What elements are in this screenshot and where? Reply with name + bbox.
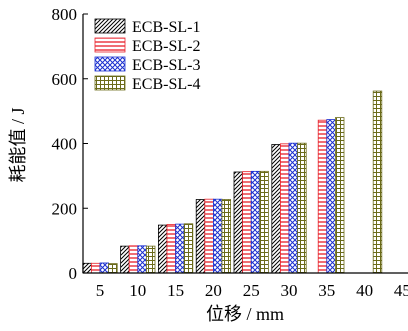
bar-ecb-sl-1-5 bbox=[82, 262, 92, 274]
bar-ecb-sl-4-5 bbox=[108, 263, 118, 274]
legend-swatch bbox=[94, 75, 126, 91]
y-tick-label: 400 bbox=[52, 135, 78, 154]
bar-ecb-sl-2-10 bbox=[128, 245, 139, 274]
bar-ecb-sl-4-20 bbox=[221, 199, 232, 274]
y-tick-label: 200 bbox=[52, 199, 78, 218]
legend-label: ECB-SL-2 bbox=[132, 38, 200, 55]
x-tick-label: 35 bbox=[318, 281, 335, 300]
bar-ecb-sl-3-30 bbox=[288, 142, 299, 274]
bar-ecb-sl-1-30 bbox=[271, 144, 281, 274]
bar-ecb-sl-1-10 bbox=[120, 245, 130, 274]
legend-label: ECB-SL-4 bbox=[132, 76, 200, 93]
x-tick-label: 40 bbox=[356, 281, 373, 300]
legend-swatch bbox=[94, 37, 126, 53]
bar-ecb-sl-1-20 bbox=[195, 199, 206, 274]
bar-ecb-sl-4-15 bbox=[183, 223, 194, 274]
bar-ecb-sl-4-25 bbox=[259, 170, 269, 274]
x-tick-label: 15 bbox=[167, 281, 184, 300]
bar-ecb-sl-4-35 bbox=[334, 117, 345, 274]
y-tick-label: 600 bbox=[52, 70, 78, 89]
legend: ECB-SL-1 ECB-SL-2 ECB-SL-3 ECB-SL-4 bbox=[94, 18, 200, 93]
y-axis-title: 耗能值 / J bbox=[8, 107, 28, 182]
bar-ecb-sl-3-20 bbox=[212, 198, 223, 274]
legend-label: ECB-SL-3 bbox=[132, 57, 200, 74]
bar-ecb-sl-4-40 bbox=[372, 90, 383, 274]
legend-swatch bbox=[94, 56, 126, 72]
x-tick-label: 5 bbox=[96, 281, 105, 300]
x-tick-label: 10 bbox=[129, 281, 146, 300]
legend-swatch bbox=[94, 18, 126, 34]
bar-ecb-sl-3-25 bbox=[250, 170, 261, 274]
bar-ecb-sl-3-15 bbox=[175, 223, 185, 274]
bar-ecb-sl-3-5 bbox=[99, 262, 110, 274]
x-tick-label: 30 bbox=[281, 281, 298, 300]
bar-ecb-sl-3-10 bbox=[137, 245, 147, 274]
bar-ecb-sl-2-15 bbox=[166, 224, 177, 274]
bar-ecb-sl-1-25 bbox=[233, 171, 244, 274]
x-tick-label: 45 bbox=[394, 281, 408, 300]
x-ticks: 5 10 15 20 25 30 35 40 45 bbox=[96, 281, 408, 300]
y-tick-label: 0 bbox=[69, 264, 78, 283]
bar-ecb-sl-4-10 bbox=[145, 245, 156, 274]
y-ticks: 0 200 400 600 800 bbox=[52, 5, 88, 283]
bar-ecb-sl-2-25 bbox=[242, 171, 252, 274]
bar-ecb-sl-2-30 bbox=[279, 143, 290, 274]
bar-ecb-sl-2-35 bbox=[317, 119, 328, 274]
bar-ecb-sl-2-20 bbox=[204, 198, 214, 274]
bars-group bbox=[82, 90, 383, 274]
bar-ecb-sl-2-5 bbox=[91, 262, 101, 274]
legend-label: ECB-SL-1 bbox=[132, 19, 200, 36]
x-tick-label: 25 bbox=[243, 281, 260, 300]
bar-ecb-sl-4-30 bbox=[297, 142, 307, 274]
bar-ecb-sl-1-15 bbox=[157, 224, 168, 274]
x-axis-title: 位移 / mm bbox=[206, 304, 284, 324]
x-tick-label: 20 bbox=[205, 281, 222, 300]
y-tick-label: 800 bbox=[52, 5, 78, 24]
bar-ecb-sl-3-35 bbox=[326, 119, 336, 274]
